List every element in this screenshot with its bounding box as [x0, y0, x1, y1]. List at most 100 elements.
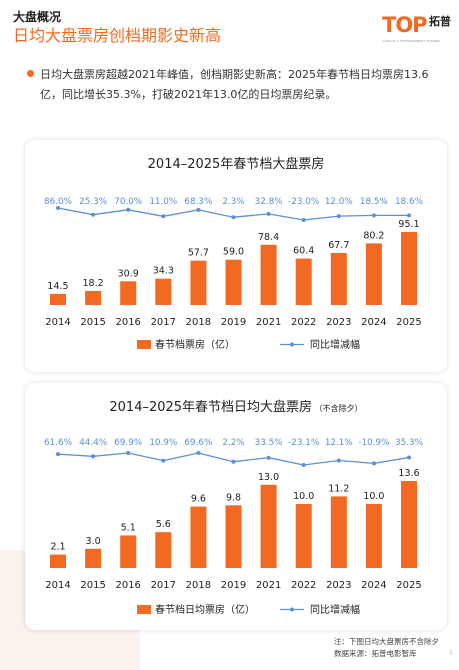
bar	[365, 243, 382, 305]
bar	[401, 481, 417, 568]
bar-value-label: 80.2	[363, 230, 384, 241]
growth-label: 70.0%	[114, 197, 142, 207]
chart-total-box-office: 2014–2025年春节档大盘票房 86.0% 25.3% 70.0% 11.0% 68.…	[44, 156, 423, 351]
logo-mark: TOP	[382, 13, 428, 37]
growth-point	[301, 218, 306, 222]
growth-point	[196, 451, 201, 455]
bar	[50, 554, 66, 568]
growth-point	[126, 207, 131, 212]
bar	[155, 532, 172, 568]
growth-label: 2.3%	[222, 197, 244, 207]
x-tick-label: 2021	[256, 317, 281, 328]
growth-label: 86.0%	[44, 197, 72, 207]
bar	[225, 259, 242, 305]
growth-label: 12.0%	[325, 197, 353, 207]
bar-value-label: 60.4	[293, 246, 314, 257]
growth-point	[371, 213, 376, 218]
x-tick-label: 2014	[45, 580, 70, 591]
growth-label: -23.1%	[288, 438, 319, 448]
growth-point	[231, 459, 236, 464]
legend-line-marker	[290, 607, 294, 612]
x-tick-label: 2023	[326, 580, 351, 591]
bullet-dot-icon	[27, 70, 34, 77]
bar-value-label: 95.1	[398, 219, 419, 230]
legend-bar-swatch	[137, 605, 151, 614]
x-tick-label: 2024	[361, 317, 386, 328]
bar-value-label: 57.7	[188, 248, 209, 259]
growth-label: 25.3%	[79, 197, 107, 207]
bar-value-label: 5.1	[121, 522, 136, 533]
growth-point	[407, 455, 411, 460]
chart-card-total-box-office: 2014–2025年春节档大盘票房 86.0% 25.3% 70.0% 11.0% 68.…	[25, 140, 447, 372]
growth-point	[407, 213, 411, 218]
legend-bar-label: 春节档日均票房（亿）	[155, 603, 255, 616]
bar	[260, 484, 277, 568]
growth-label: 69.6%	[184, 438, 212, 448]
chart-daily-box-office: 2014–2025年春节档日均大盘票房 （不含除夕） 61.6% 44.4% 69.9…	[44, 399, 423, 616]
growth-point	[336, 214, 341, 219]
growth-point	[196, 207, 201, 212]
growth-label: 35.3%	[395, 438, 423, 448]
legend-line-label: 同比增减幅	[310, 338, 360, 351]
chart-title-main: 2014–2025年春节档大盘票房	[148, 156, 325, 172]
bar-value-label: 13.0	[258, 472, 279, 483]
footnote-source: 数据来源：拓普电影智库	[334, 649, 417, 658]
growth-label: 32.8%	[255, 197, 283, 207]
bar-value-label: 9.8	[226, 492, 241, 503]
growth-point	[161, 458, 166, 463]
x-tick-label: 2021	[256, 580, 281, 591]
bar	[401, 232, 417, 305]
bar	[50, 293, 66, 305]
bar	[330, 496, 347, 568]
x-tick-label: 2023	[326, 317, 351, 328]
page-title: 日均大盘票房创档期影史新高	[13, 26, 222, 45]
bar-value-label: 78.4	[258, 232, 279, 243]
bar-value-label: 5.6	[156, 519, 171, 530]
chart-title: 2014–2025年春节档大盘票房	[148, 156, 325, 172]
growth-point	[91, 212, 96, 217]
x-tick-label: 2017	[151, 317, 176, 328]
growth-point	[266, 455, 271, 460]
x-tick-label: 2018	[186, 580, 211, 591]
legend-bar-swatch	[137, 340, 151, 349]
bar	[190, 506, 207, 568]
growth-label: 11.0%	[149, 197, 177, 207]
page-number: 5	[449, 650, 453, 657]
growth-point	[126, 451, 131, 455]
growth-point	[336, 458, 341, 463]
x-tick-label: 2025	[396, 580, 421, 591]
growth-point	[56, 206, 60, 210]
bar-value-label: 3.0	[86, 536, 101, 547]
growth-point	[266, 211, 271, 216]
bar-value-label: 34.3	[153, 266, 174, 277]
footnote-note: 注：下图日均大盘票房不含除夕	[334, 637, 439, 646]
growth-label: 2.2%	[222, 438, 244, 448]
growth-point	[56, 452, 60, 457]
growth-point	[161, 214, 166, 219]
bar-value-label: 11.2	[328, 483, 349, 494]
summary-text: 日均大盘票房超越2021年峰值，创档期影史新高：2025年春节档日均票房13.6…	[40, 68, 429, 101]
legend-bar-label: 春节档票房（亿）	[155, 338, 235, 351]
bar-value-label: 13.6	[398, 468, 419, 479]
growth-label: 68.3%	[184, 197, 212, 207]
logo-subtitle: CONSULT & ENTERTAINMENT CHANNEL	[382, 39, 441, 43]
chart-title: 2014–2025年春节档日均大盘票房 （不含除夕）	[109, 399, 362, 415]
brand-logo: TOP CONSULT & ENTERTAINMENT CHANNEL 拓普	[382, 13, 454, 49]
growth-point	[91, 454, 96, 459]
chart-title-main: 2014–2025年春节档日均大盘票房	[109, 399, 312, 415]
x-tick-label: 2017	[151, 580, 176, 591]
bar-value-label: 30.9	[118, 268, 139, 279]
x-tick-label: 2016	[115, 317, 140, 328]
bar-value-label: 59.0	[223, 247, 244, 258]
bar	[155, 278, 172, 305]
x-tick-label: 2022	[291, 317, 316, 328]
bar-value-label: 67.7	[328, 240, 349, 251]
bar	[260, 244, 277, 305]
bar	[85, 548, 102, 568]
x-tick-label: 2016	[115, 580, 140, 591]
growth-point	[231, 215, 236, 220]
bar-value-label: 14.5	[47, 281, 68, 292]
bar	[120, 535, 137, 568]
x-tick-label: 2019	[221, 317, 246, 328]
x-tick-label: 2019	[221, 580, 246, 591]
